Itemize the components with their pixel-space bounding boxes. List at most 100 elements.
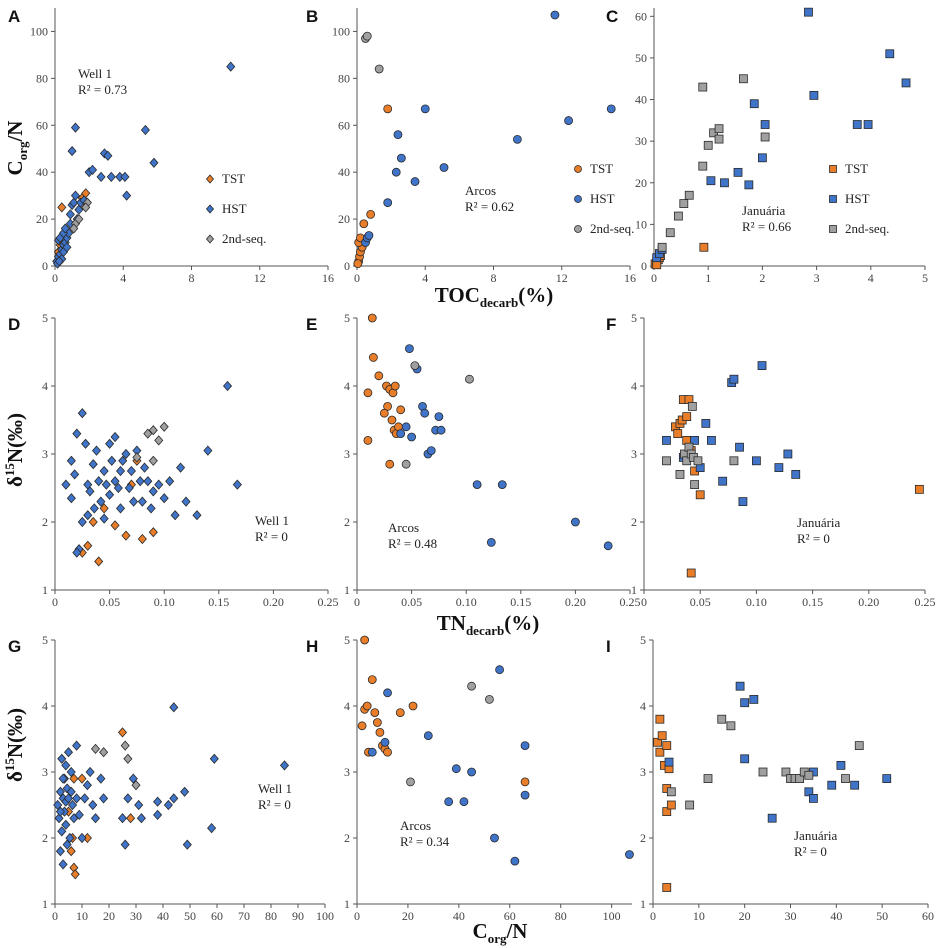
data-point [686, 568, 696, 578]
y-tick-label: 1 [631, 583, 637, 597]
data-point [850, 780, 860, 790]
row1-x-label: TOCdecarb(%) [435, 283, 553, 310]
data-point [110, 476, 120, 487]
data-point [420, 104, 430, 114]
data-point [774, 463, 784, 473]
x-tick-label: 0.15 [510, 595, 531, 609]
x-tick-label: 70 [238, 909, 250, 923]
y-tick-label: 40 [635, 93, 647, 107]
data-point [395, 708, 405, 717]
data-point [80, 793, 90, 804]
annotation-site: Well 1 [255, 513, 289, 528]
data-point [66, 766, 76, 778]
data-point [88, 459, 98, 470]
data-point [99, 513, 109, 524]
data-point [99, 747, 109, 758]
data-point [94, 476, 104, 487]
annotation-site: Well 1 [258, 781, 292, 796]
data-point [662, 456, 671, 466]
data-point [115, 465, 126, 477]
data-point [760, 132, 770, 142]
data-point [367, 675, 377, 684]
data-point [486, 538, 496, 547]
series-tst [653, 714, 676, 892]
data-point [666, 800, 676, 810]
data-point [375, 728, 385, 737]
data-point [380, 737, 390, 747]
series-tst [363, 313, 406, 469]
annotation-r2: R² = 0 [258, 797, 291, 812]
data-point [137, 533, 147, 545]
data-point [67, 145, 77, 157]
data-point [841, 774, 850, 783]
data-point [757, 361, 767, 371]
data-point [809, 90, 819, 100]
y-tick-label: 3 [42, 447, 48, 461]
data-point [181, 496, 191, 507]
legend: TST HST 2nd-seq. [829, 161, 889, 236]
annotation-r2: R² = 0.62 [465, 199, 514, 214]
data-point [207, 822, 217, 834]
data-point [914, 484, 924, 494]
data-point [170, 510, 180, 521]
data-point [396, 153, 406, 163]
data-point [135, 476, 145, 487]
x-tick-label: 0.10 [746, 595, 767, 609]
series-hst [52, 61, 236, 269]
data-point [695, 490, 705, 500]
data-point [804, 770, 814, 780]
data-point [362, 31, 372, 41]
data-point [510, 856, 520, 866]
data-point [863, 120, 873, 129]
annotation-site: Arcos [465, 183, 496, 198]
data-point [70, 869, 80, 880]
data-point [96, 496, 106, 507]
data-point [699, 242, 709, 252]
x-tick-label: 20 [739, 909, 751, 923]
y-tick-label: 2 [344, 831, 350, 845]
data-point [132, 452, 142, 463]
y-tick-label: 80 [36, 71, 48, 85]
data-point [451, 764, 461, 774]
data-point [836, 761, 846, 770]
data-point [439, 163, 449, 172]
series-2ndseq [401, 361, 474, 469]
data-point [729, 374, 739, 384]
data-point [60, 223, 70, 234]
series-2ndseq [90, 740, 141, 791]
data-point [367, 747, 377, 757]
data-point [390, 381, 400, 391]
data-point [58, 773, 68, 784]
annotation-r2: R² = 0.73 [78, 82, 127, 97]
y-tick-label: 2 [42, 515, 48, 529]
data-point [495, 665, 504, 675]
data-point [91, 445, 102, 456]
series-2ndseq [132, 421, 169, 466]
annotation-site: Januária [794, 828, 838, 843]
x-tick-label: 20 [103, 909, 115, 923]
data-point [735, 442, 744, 452]
legend-marker [205, 234, 215, 244]
data-point [66, 786, 76, 797]
data-point [77, 408, 87, 419]
y-tick-label: 5 [344, 633, 350, 647]
x-tick-label: 0.15 [208, 595, 229, 609]
data-point [372, 718, 382, 727]
x-tick-label: 0.20 [565, 595, 586, 609]
y-tick-label: 2 [42, 831, 48, 845]
x-tick-label: 0 [651, 271, 657, 285]
data-point [62, 242, 72, 253]
series-2ndseq [69, 197, 92, 234]
data-point [72, 793, 82, 804]
data-point [698, 82, 708, 92]
x-tick-label: 2 [759, 271, 765, 285]
x-tick-label: 3 [814, 271, 820, 285]
data-point [396, 405, 406, 415]
data-point [154, 435, 164, 446]
data-point [720, 178, 729, 188]
x-tick-label: 16 [624, 271, 636, 285]
y-tick-label: 100 [332, 24, 350, 38]
data-point [497, 480, 507, 490]
data-point [901, 78, 911, 88]
